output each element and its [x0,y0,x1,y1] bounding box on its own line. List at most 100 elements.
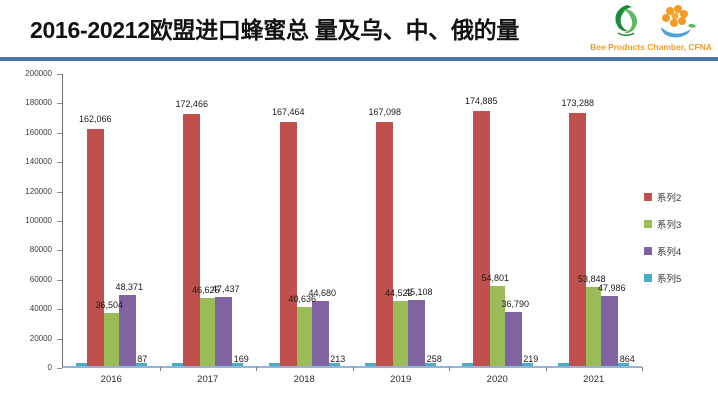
y-tick-label: 80000 [29,245,52,255]
y-tick-mark [57,279,62,281]
y-tick-label: 20000 [29,333,52,343]
legend-label: 系列2 [657,193,682,204]
bar-series3-2019 [393,301,409,366]
y-tick-mark [57,162,62,164]
data-label-series2-2017: 172,466 [175,99,209,110]
y-tick-label: 200000 [25,69,52,78]
bar-series3-2020 [489,286,505,366]
x-tick-mark [545,367,547,371]
y-tick-label: 140000 [25,157,52,167]
data-label-series3-2018: 40,636 [288,293,317,304]
x-axis-label-2017: 2017 [197,374,219,385]
flower-logo-icon [660,5,696,38]
bar-series3-2017 [200,297,216,366]
data-label-series5-2018: 213 [330,354,346,364]
page-title: 2016-20212欧盟进口蜂蜜总 量及乌、中、俄的量 [30,17,520,43]
bar-series3-2016 [103,312,119,366]
x-tick-mark [352,367,354,371]
header: 2016-20212欧盟进口蜂蜜总 量及乌、中、俄的量 [0,0,718,53]
data-label-series4-2016: 48,371 [115,282,144,293]
bar-series4-2017 [215,296,233,366]
bar-series2-2017 [183,114,201,366]
data-label-series5-2019: 258 [426,354,442,364]
bar-group-2017: 172,466 46,625 47,437 169 2017 [160,74,257,385]
data-label-series4-2018: 44,680 [308,287,337,298]
y-tick-label: 40000 [29,304,52,314]
legend: 系列2 系列3 系列4 系列5 [644,190,712,298]
y-tick-mark [57,191,62,193]
data-label-series5-2021: 864 [619,354,635,364]
bar-group-2016: 162,066 36,504 48,371 87 2016 [63,74,161,385]
data-label-series4-2020: 36,790 [501,299,530,310]
title-divider [0,57,718,61]
data-label-series5-2017: 169 [233,354,249,364]
bar-series4-2019 [408,300,426,366]
bar-series2-2020 [472,110,490,366]
chart: 0 20000 40000 60000 80000 100000 120000 140000 1… [0,69,718,390]
legend-swatch-icon [644,193,652,201]
x-axis-label-2016: 2016 [100,374,122,385]
data-label-series4-2021: 47,986 [597,282,626,293]
x-tick-mark [159,367,161,371]
data-label-series5-2016: 87 [137,354,148,364]
data-label-series2-2020: 174,885 [464,95,498,106]
x-axis-label-2020: 2020 [486,374,508,385]
y-tick-label: 0 [47,363,52,372]
legend-item-series3: 系列3 [644,217,712,231]
legend-item-series2: 系列2 [644,190,712,204]
y-tick-mark [57,368,62,369]
y-tick-label: 180000 [25,98,52,108]
legend-item-series4: 系列4 [644,244,712,258]
y-tick-mark [57,221,62,222]
data-label-series2-2016: 162,066 [78,114,112,125]
legend-swatch-icon [644,274,652,282]
x-axis-label-2019: 2019 [390,374,412,385]
bar-group-2019: 167,098 44,522 45,108 258 2019 [353,74,450,385]
logo-icons [606,3,697,41]
plot-area: 162,066 36,504 48,371 87 2016 172,466 46,625 47… [62,74,643,385]
legend-item-series5: 系列5 [644,271,712,285]
data-label-series3-2020: 54,801 [481,273,510,283]
bar-series2-2018 [279,121,297,366]
y-tick-mark [57,103,62,105]
data-label-series4-2019: 45,108 [404,287,433,298]
y-tick-mark [57,309,62,311]
data-label-series5-2020: 219 [523,354,539,364]
data-label-series3-2019: 44,522 [384,288,413,298]
logo: Bee Products Chamber, CFNA [590,3,712,52]
x-axis-label-2018: 2018 [293,374,315,385]
data-label-series3-2021: 53,848 [577,274,606,285]
y-tick-mark [57,132,62,134]
bar-group-2018: 167,464 40,636 44,680 213 2018 [256,74,354,385]
bar-series2-2016 [86,129,104,366]
legend-swatch-icon [644,220,652,228]
data-label-series3-2017: 46,625 [191,284,220,295]
x-tick-mark [256,367,257,371]
y-tick-label: 100000 [25,216,52,225]
bar-series3-2021 [586,287,602,366]
legend-label: 系列4 [657,247,682,258]
y-tick-label: 120000 [25,186,52,196]
y-tick-mark [57,338,62,340]
bar-series2-2021 [569,113,587,366]
y-tick-label: 160000 [25,127,52,137]
data-label-series3-2016: 36,504 [95,299,124,310]
bar-series4-2020 [504,312,522,366]
bar-series4-2016 [118,295,136,366]
data-label-series2-2021: 173,288 [561,98,595,108]
green-swirl-logo-icon [615,5,637,36]
logo-caption: Bee Products Chamber, CFNA [590,42,712,52]
y-tick-mark [57,250,62,252]
bar-series2-2019 [376,122,394,366]
bar-series4-2018 [311,300,329,366]
y-tick-mark [57,74,62,75]
legend-swatch-icon [644,247,652,255]
legend-label: 系列3 [657,220,682,231]
legend-label: 系列5 [657,274,682,285]
data-label-series2-2019: 167,098 [368,107,402,118]
bar-series3-2018 [296,306,312,366]
data-label-series4-2017: 47,437 [211,283,240,294]
bar-series4-2021 [601,295,619,366]
y-axis: 0 20000 40000 60000 80000 100000 120000 140000 1… [0,69,62,372]
